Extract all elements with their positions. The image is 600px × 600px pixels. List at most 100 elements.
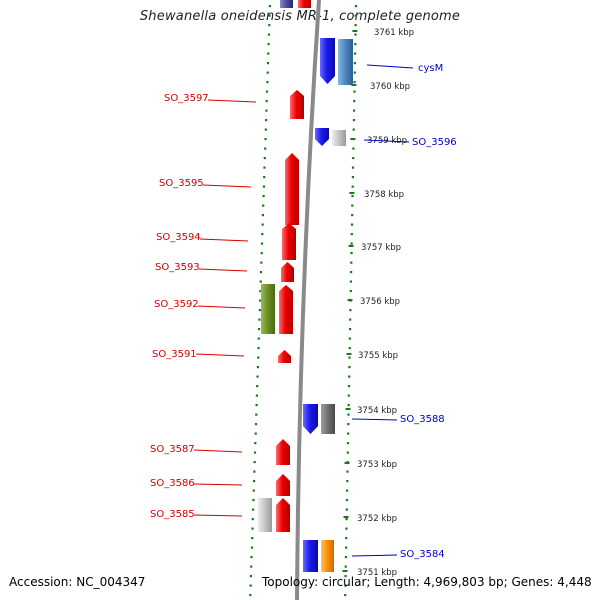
- gene-label: SO_3597: [164, 93, 209, 104]
- track-dot: [260, 252, 263, 255]
- track-dot: [349, 318, 352, 321]
- track-dot: [351, 204, 354, 207]
- feature-top-navy: [280, 0, 293, 8]
- scale-label: 3755 kbp: [358, 351, 398, 361]
- track-dot: [345, 537, 348, 540]
- track-dot: [250, 546, 253, 549]
- track-dot: [347, 404, 350, 407]
- track-dot: [252, 508, 255, 511]
- track-dot: [344, 575, 347, 578]
- track-dot: [351, 176, 354, 179]
- track-dot: [261, 233, 264, 236]
- track-dot: [255, 413, 258, 416]
- scale-tick: [343, 516, 349, 518]
- track-dot: [251, 518, 254, 521]
- gene-label: SO_3593: [155, 262, 200, 273]
- track-dot: [350, 242, 353, 245]
- track-dot: [249, 584, 252, 587]
- track-dot: [250, 565, 253, 568]
- track-dot: [266, 62, 270, 65]
- feature-top-red: [298, 0, 311, 8]
- label-leader-line: [366, 64, 414, 69]
- gene-label: cysM: [418, 63, 443, 74]
- track-dot: [349, 290, 352, 293]
- track-dot: [352, 157, 355, 160]
- scale-label: 3760 kbp: [370, 82, 410, 92]
- topology-text: Topology: circular; Length: 4,969,803 bp…: [262, 575, 592, 589]
- scale-tick: [351, 84, 357, 86]
- track-dot: [260, 242, 264, 245]
- label-leader-line: [193, 449, 243, 453]
- scale-tick: [345, 408, 351, 410]
- track-dot: [347, 394, 350, 397]
- track-dot: [256, 375, 259, 378]
- track-dot: [254, 432, 257, 435]
- track-dot: [348, 366, 351, 369]
- track-dot: [267, 52, 270, 55]
- track-dot: [260, 261, 263, 264]
- track-dot: [268, 24, 271, 27]
- label-leader-line: [207, 99, 257, 103]
- track-dot: [344, 565, 347, 568]
- track-dot: [345, 518, 348, 521]
- label-leader-line: [197, 305, 246, 309]
- feature-so3588-blue: [303, 404, 318, 434]
- left-gene-labels: SO_3597 SO_3595 SO_3594 SO_3593 SO_3592 SO_35…: [150, 93, 257, 520]
- track-dot: [256, 366, 259, 369]
- track-dot: [253, 451, 257, 454]
- track-dot: [266, 71, 269, 74]
- track-dot: [266, 81, 269, 84]
- right-gene-labels: cysM SO_3596 SO_3588 SO_3584: [351, 63, 457, 560]
- track-dot: [349, 328, 352, 331]
- track-dot: [251, 527, 254, 530]
- track-dot: [352, 119, 355, 122]
- label-leader-line: [351, 418, 398, 421]
- scale-tick: [347, 299, 353, 301]
- track-dot: [348, 375, 351, 378]
- scale-label: 3756 kbp: [360, 297, 400, 307]
- track-dot: [253, 480, 256, 483]
- track-dot: [346, 480, 349, 483]
- track-dot: [354, 52, 357, 55]
- track-dot: [345, 527, 348, 530]
- track-dot: [353, 100, 356, 103]
- scale-tick: [352, 30, 358, 32]
- track-dot: [348, 347, 351, 350]
- track-dot: [253, 461, 256, 464]
- track-dot: [252, 489, 255, 492]
- track-dot: [253, 470, 256, 473]
- feature-so3587: [276, 439, 290, 465]
- gene-label: SO_3585: [150, 509, 195, 520]
- gene-features: [258, 0, 353, 572]
- label-leader-line: [193, 514, 243, 517]
- track-dot: [354, 14, 357, 17]
- gene-label: SO_3592: [154, 299, 199, 310]
- gene-label: SO_3584: [400, 549, 445, 560]
- track-dot: [354, 33, 357, 36]
- track-dot: [351, 166, 355, 169]
- feature-so3591: [278, 350, 291, 363]
- track-dot: [250, 556, 253, 559]
- gene-label: SO_3588: [400, 414, 445, 425]
- track-dot: [259, 280, 262, 283]
- accession-text: Accession: NC_004347: [9, 575, 146, 589]
- track-dot: [353, 62, 356, 65]
- feature-cysm-steelblue: [338, 39, 353, 85]
- feature-so3588-gray: [321, 404, 335, 434]
- track-dot: [350, 223, 354, 226]
- track-dot: [354, 24, 357, 27]
- track-dot: [259, 290, 262, 293]
- scale-label: 3761 kbp: [374, 28, 414, 38]
- track-dot: [347, 385, 351, 388]
- label-leader-line: [198, 268, 248, 272]
- track-dot: [346, 489, 349, 492]
- track-dot: [261, 223, 264, 226]
- label-leader-line: [202, 184, 252, 188]
- track-dot: [348, 356, 351, 359]
- track-dot: [262, 204, 265, 207]
- track-dot: [354, 5, 358, 8]
- scale-label: 3751 kbp: [357, 568, 397, 578]
- feature-so3586: [276, 474, 290, 496]
- track-dot: [350, 233, 353, 236]
- track-dot: [265, 90, 269, 93]
